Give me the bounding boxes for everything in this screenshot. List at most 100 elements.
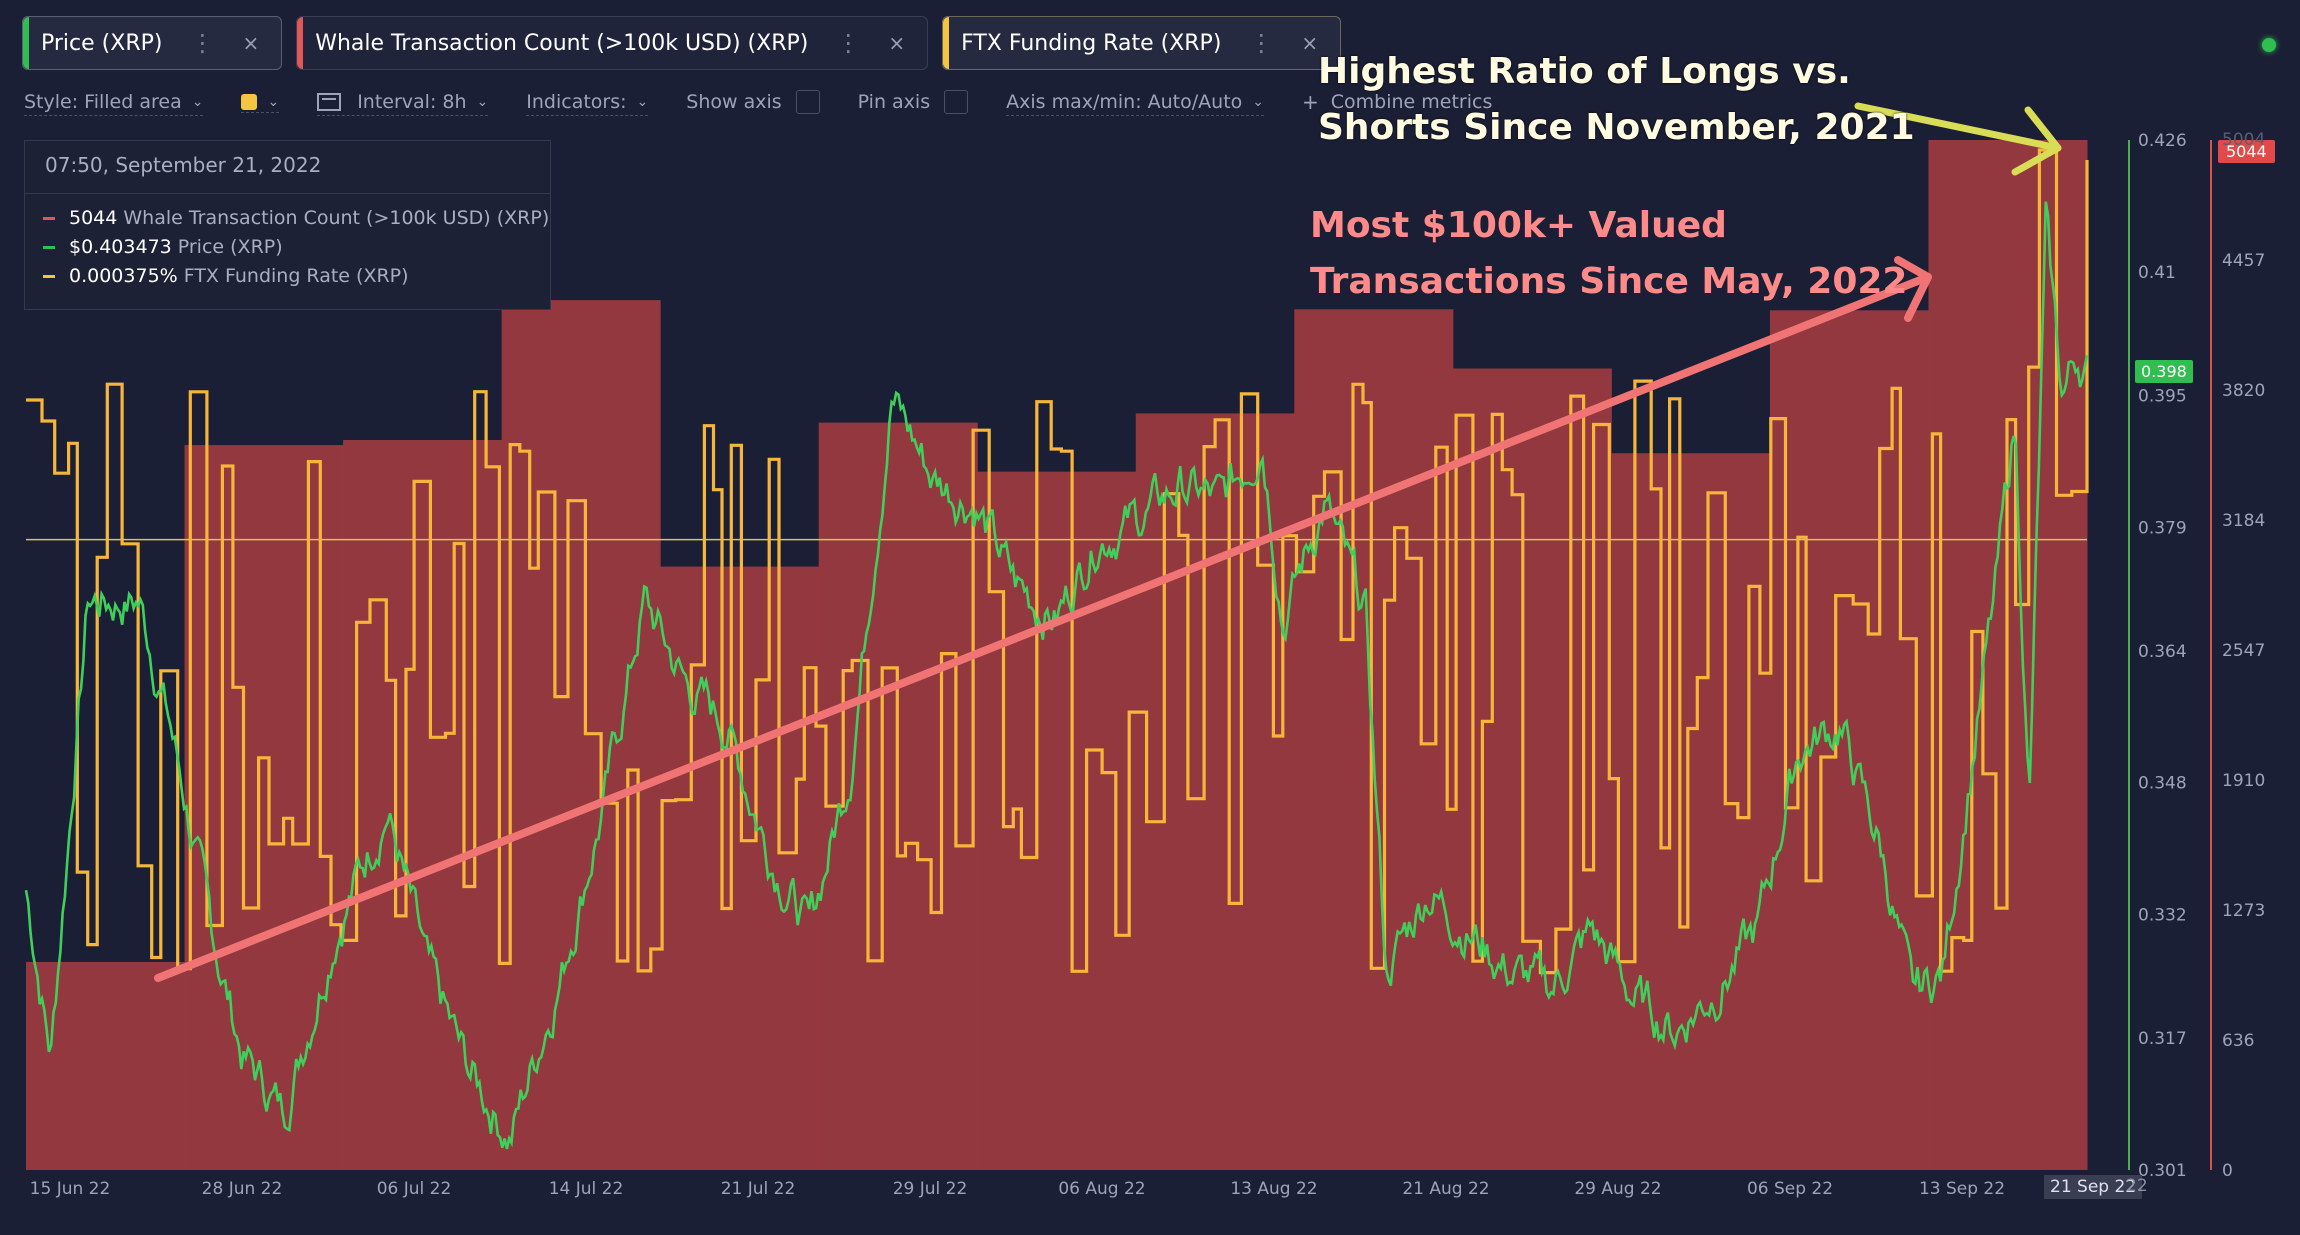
combine-metrics-button[interactable]: + Combine metrics — [1302, 90, 1492, 116]
tab-label: Price (XRP) — [41, 30, 163, 56]
pin-axis-toggle[interactable]: Pin axis — [857, 90, 969, 116]
chevron-down-icon: ⌄ — [191, 93, 204, 110]
annotation-arrow-yellow — [1854, 102, 2062, 152]
legend-name: Price (XRP) — [177, 236, 283, 258]
x-tick-label: 21 Jul 22 — [721, 1179, 796, 1199]
legend-value: 0.000375% — [69, 265, 178, 287]
hover-legend: 07:50, September 21, 2022 5044 Whale Tra… — [24, 140, 551, 310]
chevron-down-icon: ⌄ — [1252, 93, 1264, 110]
x-tick-label: 21 Aug 22 — [1402, 1179, 1489, 1199]
chevron-down-icon: ⌄ — [636, 93, 649, 110]
x-tick-label: 14 Jul 22 — [549, 1179, 624, 1199]
tab-label: FTX Funding Rate (XRP) — [961, 30, 1222, 56]
tab-label: Whale Transaction Count (>100k USD) (XRP… — [315, 30, 809, 56]
indicators-dropdown[interactable]: Indicators: ⌄ — [526, 90, 649, 116]
close-icon[interactable]: × — [888, 31, 906, 55]
legend-divider — [25, 193, 550, 194]
x-tick-label: 13 Aug 22 — [1230, 1179, 1317, 1199]
color-picker[interactable]: ⌄ — [241, 93, 280, 113]
price-axis-ticks: 0.426 0.41 0.395 0.379 0.364 0.348 0.332 0.317 0… — [2138, 131, 2187, 1181]
whale-tick-label: 1273 — [2222, 901, 2265, 921]
trend-arrow-red — [154, 273, 1932, 982]
price-tick-label: 0.332 — [2138, 906, 2187, 926]
tab-whale-transaction-count[interactable]: Whale Transaction Count (>100k USD) (XRP… — [296, 16, 929, 70]
x-tick-label: 06 Aug 22 — [1058, 1179, 1145, 1199]
price-tick-label: 0.348 — [2138, 774, 2187, 794]
combine-label: Combine metrics — [1330, 91, 1493, 113]
annotation-line: Transactions Since May, 2022 — [1310, 261, 1908, 302]
axis-maxmin-dropdown[interactable]: Axis max/min: Auto/Auto ⌄ — [1006, 91, 1264, 116]
legend-color-dash — [43, 274, 55, 278]
x-tick-label: 29 Aug 22 — [1574, 1179, 1661, 1199]
color-swatch — [241, 93, 258, 110]
pin-axis-checkbox[interactable] — [944, 90, 969, 114]
whale-bar — [977, 471, 1137, 1170]
plus-icon: + — [1302, 90, 1319, 114]
whale-bar — [343, 439, 503, 1170]
legend-name: FTX Funding Rate (XRP) — [183, 265, 409, 287]
price-tick-label: 0.364 — [2138, 642, 2187, 662]
show-axis-checkbox[interactable] — [795, 90, 820, 114]
whale-bar — [1611, 453, 1771, 1170]
legend-datetime: 07:50, September 21, 2022 — [45, 153, 322, 177]
x-tick-label: 15 Jun 22 — [30, 1179, 111, 1199]
legend-value: $0.403473 — [69, 236, 172, 258]
legend-color-dash — [43, 216, 55, 220]
chevron-down-icon: ⌄ — [267, 93, 280, 110]
end-date-tag: 21 Sep 22 — [2044, 1175, 2143, 1199]
style-dropdown[interactable]: Style: Filled area ⌄ — [24, 91, 204, 116]
whale-tick-label: 3820 — [2222, 381, 2265, 401]
whale-bar — [1452, 368, 1612, 1170]
legend-color-dash — [43, 245, 55, 249]
legend-row-funding: 0.000375% FTX Funding Rate (XRP) — [43, 265, 409, 287]
chevron-down-icon: ⌄ — [476, 93, 489, 110]
current-whale-tag: 5044 — [2218, 140, 2275, 163]
metric-tabs: Price (XRP) ⋮ × Whale Transaction Count … — [22, 16, 1342, 72]
legend-name: Whale Transaction Count (>100k USD) (XRP… — [123, 207, 550, 229]
whale-axis-top-label: 5004 — [2222, 130, 2266, 150]
whale-tick-label: 4457 — [2222, 251, 2265, 271]
x-tick-label: 28 Jun 22 — [202, 1179, 283, 1199]
trend-arrow-red-head — [1894, 256, 1932, 322]
menu-dots-icon[interactable]: ⋮ — [190, 29, 215, 57]
x-tick-label: 06 Sep 22 — [1747, 1179, 1833, 1199]
legend-row-price: $0.403473 Price (XRP) — [43, 236, 283, 258]
annotation-longs-shorts: Highest Ratio of Longs vs. Shorts Since … — [1318, 44, 1915, 156]
price-tick-label: 0.317 — [2138, 1029, 2187, 1049]
annotation-line: Highest Ratio of Longs vs. — [1318, 51, 1851, 92]
annotation-arrow-yellow-head — [2011, 106, 2062, 176]
whale-bar — [660, 566, 820, 1170]
annotation-line: Shorts Since November, 2021 — [1318, 107, 1915, 148]
annotation-whale-transactions: Most $100k+ Valued Transactions Since Ma… — [1310, 198, 1907, 310]
whale-axis-ticks: 4457 3820 3184 2547 1910 1273 636 0 — [2222, 251, 2265, 1181]
whale-bar — [184, 445, 344, 1170]
close-icon[interactable]: × — [1301, 31, 1319, 55]
tab-color-bar — [23, 17, 29, 69]
chart-toolbar: Style: Filled area ⌄ ⌄ Interval: 8h ⌄ In… — [24, 88, 1530, 118]
show-axis-label: Show axis — [686, 91, 782, 113]
show-axis-toggle[interactable]: Show axis — [686, 90, 820, 116]
tab-price-xrp[interactable]: Price (XRP) ⋮ × — [22, 16, 283, 70]
price-tick-label: 0.41 — [2138, 263, 2176, 283]
x-tick-label: 29 Jul 22 — [893, 1179, 968, 1199]
whale-tick-label: 636 — [2222, 1031, 2254, 1051]
x-axis-hidden-label: 22 — [2126, 1176, 2148, 1196]
axis-maxmin-label: Axis max/min: Auto/Auto — [1006, 90, 1243, 113]
current-price-tag: 0.398 — [2135, 360, 2193, 383]
indicators-label: Indicators: — [526, 90, 627, 113]
legend-row-whale: 5044 Whale Transaction Count (>100k USD)… — [43, 207, 549, 229]
whale-tick-label: 2547 — [2222, 641, 2265, 661]
x-tick-label: 06 Jul 22 — [377, 1179, 452, 1199]
menu-dots-icon[interactable]: ⋮ — [836, 29, 861, 57]
interval-dropdown[interactable]: Interval: 8h ⌄ — [317, 91, 489, 116]
whale-bar — [26, 961, 186, 1170]
close-icon[interactable]: × — [242, 31, 260, 55]
tab-ftx-funding-rate[interactable]: FTX Funding Rate (XRP) ⋮ × — [942, 16, 1342, 70]
price-tick-label: 0.301 — [2138, 1161, 2187, 1181]
menu-dots-icon[interactable]: ⋮ — [1249, 29, 1274, 57]
x-tick-label: 13 Sep 22 — [1919, 1179, 2005, 1199]
tab-color-bar — [943, 17, 950, 69]
legend-value: 5044 — [69, 207, 118, 229]
pin-axis-label: Pin axis — [857, 91, 931, 113]
